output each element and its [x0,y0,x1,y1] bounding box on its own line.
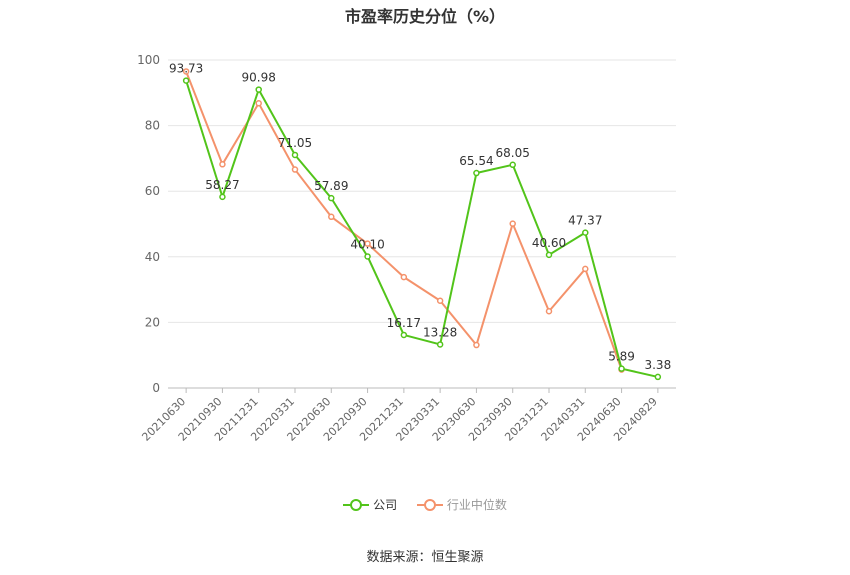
data-source: 数据来源：恒生聚源 [366,550,484,565]
y-tick-label: 40 [145,250,160,264]
legend-item-company[interactable]: 公司 [343,496,397,513]
data-label: 3.38 [644,358,671,372]
data-label: 93.73 [169,62,203,76]
data-point-company [473,169,480,177]
data-point-industry [400,273,408,281]
data-label: 13.28 [423,325,457,339]
data-point-company [364,253,371,260]
data-point-industry [582,265,589,273]
data-label: 90.98 [242,71,276,85]
data-point-company [255,86,262,93]
data-point-industry [182,68,190,75]
data-point-industry [436,297,444,305]
data-point-industry [255,100,262,107]
chart-title: 市盈率历史分位（%） [344,7,506,26]
data-label: 68.05 [496,146,530,160]
data-point-company [182,77,190,84]
data-point-industry [509,220,516,227]
legend: 公司 行业中位数 [0,496,850,515]
y-tick-label: 80 [145,119,160,133]
data-point-company [219,193,226,201]
data-label: 47.37 [568,214,602,228]
data-point-company [291,151,299,159]
data-point-industry [473,341,480,349]
data-point-industry [291,166,299,173]
data-label: 16.17 [387,316,421,330]
legend-industry-marker [416,498,443,512]
data-point-company [545,251,553,259]
data-label: 5.89 [608,350,635,364]
data-label: 40.10 [350,237,384,251]
data-point-company [509,161,516,169]
data-label: 71.05 [278,136,312,150]
y-tick-label: 60 [145,184,160,198]
legend-company-label: 公司 [373,498,398,512]
data-point-company [654,373,662,381]
y-tick-label: 20 [145,315,160,329]
data-label: 58.27 [205,178,239,192]
legend-item-industry[interactable]: 行业中位数 [416,496,507,513]
data-point-company [582,229,589,236]
data-point-industry [219,161,226,168]
line-chart: 0204060801002021063020210930202112312022… [137,53,676,444]
series-line-company [185,80,659,378]
legend-company-marker [343,498,370,512]
y-tick-label: 100 [137,53,160,67]
data-point-industry [545,307,553,315]
data-label: 40.60 [532,236,566,250]
data-point-company [328,194,335,202]
data-label: 57.89 [314,179,348,193]
data-point-industry [364,240,371,247]
y-tick-label: 0 [152,381,160,395]
data-label: 65.54 [459,154,493,168]
data-point-company [618,365,625,372]
legend-industry-label: 行业中位数 [446,498,507,512]
data-point-company [436,341,444,348]
data-point-company [400,331,408,339]
data-point-industry [328,213,335,221]
